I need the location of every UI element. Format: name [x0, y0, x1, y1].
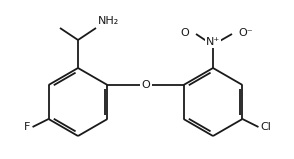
Text: O: O — [180, 28, 189, 38]
Text: O⁻: O⁻ — [238, 28, 253, 38]
Text: O: O — [141, 80, 150, 90]
Text: Cl: Cl — [260, 122, 271, 132]
Text: NH₂: NH₂ — [98, 16, 119, 26]
Text: F: F — [24, 122, 31, 132]
Text: N⁺: N⁺ — [206, 37, 220, 47]
